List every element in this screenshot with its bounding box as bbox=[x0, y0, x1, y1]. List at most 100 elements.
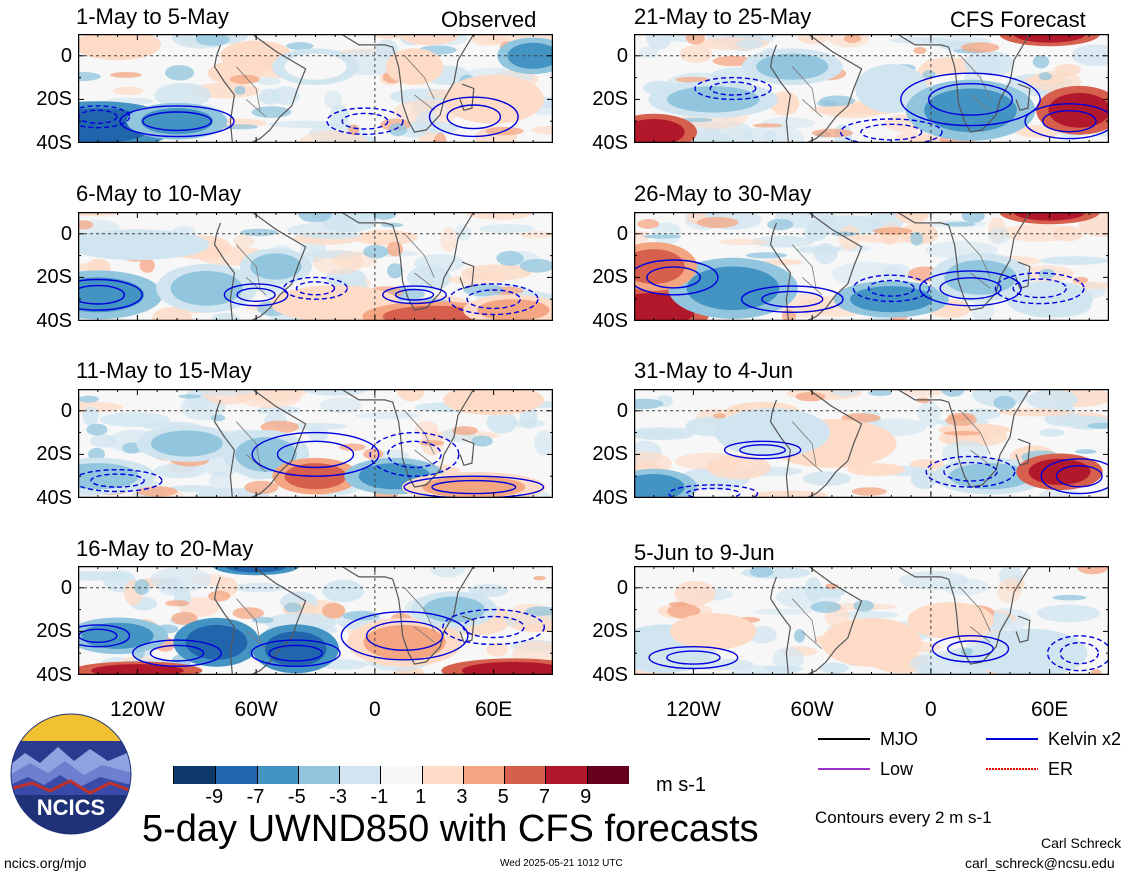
colorbar-swatch bbox=[339, 766, 382, 784]
anomaly-patch bbox=[917, 401, 941, 427]
anomaly-patch bbox=[234, 85, 246, 95]
anomaly-patch bbox=[268, 120, 344, 128]
coastline bbox=[769, 34, 863, 143]
kelvin-contour bbox=[365, 620, 444, 651]
kelvin-contour bbox=[428, 96, 519, 138]
anomaly-patch bbox=[696, 217, 739, 228]
colorbar-tick-label: -9 bbox=[205, 786, 224, 808]
anomaly-core bbox=[686, 266, 780, 311]
anomaly-core bbox=[1048, 92, 1109, 128]
anomaly-patch bbox=[178, 394, 202, 399]
anomaly-patch bbox=[78, 571, 131, 581]
anomaly-patch bbox=[338, 443, 366, 451]
anomaly-patch bbox=[1072, 276, 1089, 284]
anomaly-patch bbox=[853, 600, 874, 612]
border-line bbox=[245, 277, 267, 296]
anomaly-patch bbox=[298, 212, 332, 223]
kelvin-contour bbox=[132, 639, 222, 667]
anomaly-patch bbox=[258, 88, 281, 105]
anomaly-patch bbox=[348, 124, 360, 136]
anomaly-patch bbox=[1039, 428, 1065, 437]
anomaly-core bbox=[944, 260, 1017, 295]
anomaly-patch bbox=[533, 576, 546, 581]
kelvin-contour bbox=[1040, 458, 1109, 495]
colorbar-swatch bbox=[174, 766, 217, 784]
x-tick-label: 0 bbox=[925, 698, 937, 721]
anomaly-core bbox=[924, 88, 1017, 133]
kelvin-contour bbox=[446, 104, 502, 130]
colorbar-tick-label: 3 bbox=[456, 786, 468, 808]
anomaly-patch bbox=[109, 72, 142, 78]
anomaly-patch bbox=[843, 34, 862, 43]
anomaly-patch bbox=[363, 448, 384, 460]
colorbar-tick-label: 9 bbox=[580, 786, 592, 808]
anomaly-patch bbox=[86, 423, 108, 436]
anomaly-patch bbox=[1038, 268, 1056, 279]
y-tick-label: 0 bbox=[60, 399, 72, 422]
anomaly-patch bbox=[1087, 422, 1109, 429]
kelvin-contour bbox=[394, 288, 435, 301]
kelvin-contour bbox=[685, 487, 741, 498]
anomaly-patch bbox=[434, 132, 447, 143]
anomaly-patch bbox=[679, 45, 713, 63]
anomaly-patch bbox=[134, 579, 150, 595]
colorbar-swatch bbox=[504, 766, 547, 784]
anomaly-core bbox=[634, 119, 685, 143]
contour-note: Contours every 2 m s-1 bbox=[815, 808, 992, 827]
legend-swatch-low bbox=[818, 768, 870, 770]
anomaly-patch bbox=[355, 412, 421, 420]
anomaly-patch bbox=[638, 46, 659, 59]
anomaly-patch bbox=[223, 124, 258, 130]
anomaly-patch bbox=[674, 581, 716, 606]
colorbar-swatch bbox=[421, 766, 464, 784]
anomaly-patch bbox=[805, 586, 846, 598]
coastline bbox=[213, 34, 307, 143]
anomaly-patch bbox=[195, 34, 230, 46]
kelvin-contour bbox=[295, 281, 336, 296]
y-tick-label: 20S bbox=[36, 443, 72, 466]
coastline bbox=[459, 615, 475, 644]
map-panel-1 bbox=[78, 34, 553, 143]
border-line bbox=[792, 244, 817, 289]
coastline bbox=[213, 212, 307, 321]
kelvin-contour bbox=[761, 290, 824, 308]
coastline bbox=[459, 261, 475, 290]
colorbar-swatch bbox=[462, 766, 506, 784]
site-url[interactable]: ncics.org/mjo bbox=[4, 855, 87, 871]
kelvin-contour bbox=[268, 644, 323, 662]
anomaly-patch bbox=[816, 100, 838, 107]
colorbar bbox=[173, 766, 629, 784]
coastline bbox=[340, 34, 475, 133]
border-line bbox=[245, 454, 267, 473]
panel-title-5: 21-May to 25-May bbox=[634, 4, 812, 29]
border-line bbox=[801, 277, 823, 296]
anomaly-patch bbox=[819, 662, 849, 674]
y-tick-label: 0 bbox=[616, 222, 628, 245]
colorbar-tick-label: 5 bbox=[497, 786, 509, 808]
kelvin-contour bbox=[236, 287, 276, 303]
anomaly-patch bbox=[685, 34, 705, 45]
author-email[interactable]: carl_schreck@ncsu.edu bbox=[965, 855, 1115, 871]
anomaly-patch bbox=[520, 231, 553, 239]
kelvin-contour bbox=[431, 479, 517, 495]
anomaly-patch bbox=[486, 411, 517, 434]
coastline bbox=[769, 389, 863, 498]
kelvin-contour bbox=[919, 270, 1022, 307]
anomaly-patch bbox=[913, 47, 927, 54]
anomaly-core bbox=[461, 661, 553, 675]
y-tick-label: 40S bbox=[592, 487, 628, 509]
kelvin-contour bbox=[341, 112, 389, 130]
coastline bbox=[1015, 438, 1031, 467]
kelvin-contour bbox=[709, 81, 757, 96]
anomaly-patch bbox=[745, 252, 787, 259]
anomaly-core bbox=[477, 299, 550, 321]
anomaly-patch bbox=[461, 264, 532, 281]
y-tick-label: 0 bbox=[60, 222, 72, 245]
anomaly-patch bbox=[229, 74, 260, 84]
y-tick-label: 20S bbox=[592, 620, 628, 643]
map-panel-5 bbox=[634, 34, 1109, 143]
main-title: 5-day UWND850 with CFS forecasts bbox=[142, 808, 759, 850]
x-tick-label: 60W bbox=[790, 698, 834, 721]
border-line bbox=[801, 454, 823, 473]
legend-swatch-kelvin-x2 bbox=[986, 738, 1038, 740]
